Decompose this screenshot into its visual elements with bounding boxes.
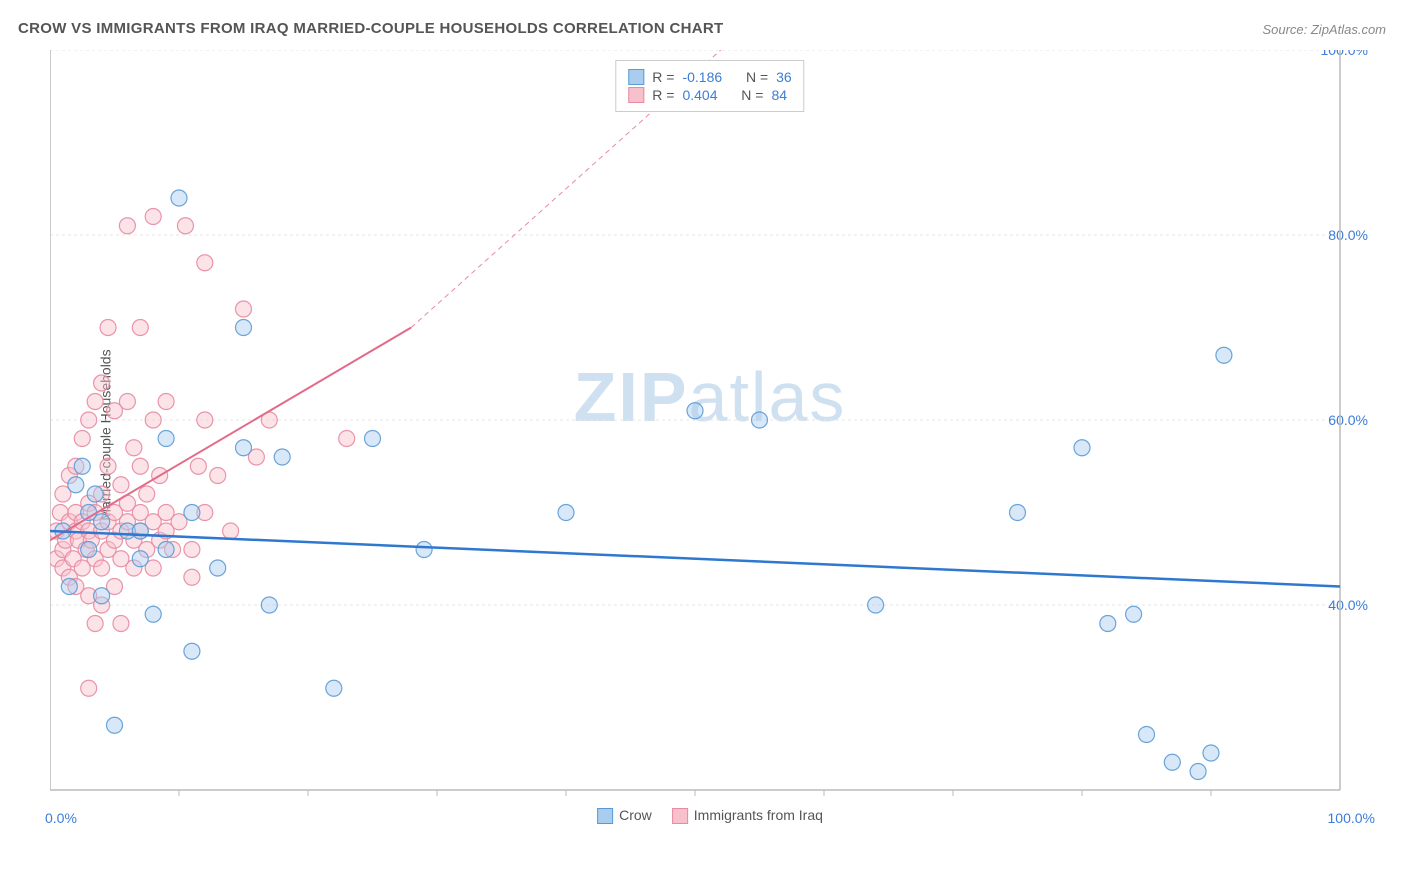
svg-text:40.0%: 40.0% <box>1328 597 1368 613</box>
svg-text:80.0%: 80.0% <box>1328 227 1368 243</box>
legend-series-item: Crow <box>597 807 652 824</box>
legend-swatch <box>672 808 688 824</box>
legend-correlation-row: R = -0.186 N = 36 <box>628 69 791 85</box>
scatter-plot: 40.0% 60.0% 80.0% 100.0% <box>50 50 1370 820</box>
legend-series-label: Immigrants from Iraq <box>694 807 823 823</box>
legend-correlation: R =-0.186 N =36R =0.404 N =84 <box>615 60 804 112</box>
chart-area: ZIPatlas Married-couple Households 40.0%… <box>50 50 1370 820</box>
legend-swatch <box>628 69 644 85</box>
legend-r-value: -0.186 <box>682 69 722 85</box>
chart-title: CROW VS IMMIGRANTS FROM IRAQ MARRIED-COU… <box>18 20 723 37</box>
legend-n-value: 84 <box>771 87 787 103</box>
legend-n-value: 36 <box>776 69 792 85</box>
svg-text:100.0%: 100.0% <box>1321 50 1368 58</box>
legend-n-label: N = <box>746 69 768 85</box>
legend-r-value: 0.404 <box>682 87 717 103</box>
legend-swatch <box>597 808 613 824</box>
x-axis-min-label: 0.0% <box>45 810 77 826</box>
svg-text:60.0%: 60.0% <box>1328 412 1368 428</box>
legend-correlation-row: R = 0.404 N = 84 <box>628 87 791 103</box>
x-axis-max-label: 100.0% <box>1328 810 1375 826</box>
legend-n-label: N = <box>741 87 763 103</box>
legend-series-item: Immigrants from Iraq <box>672 807 823 824</box>
legend-r-label: R = <box>652 87 674 103</box>
legend-r-label: R = <box>652 69 674 85</box>
source-attribution: Source: ZipAtlas.com <box>1262 22 1386 37</box>
legend-series-label: Crow <box>619 807 652 823</box>
legend-swatch <box>628 87 644 103</box>
legend-series: Crow Immigrants from Iraq <box>597 807 823 824</box>
